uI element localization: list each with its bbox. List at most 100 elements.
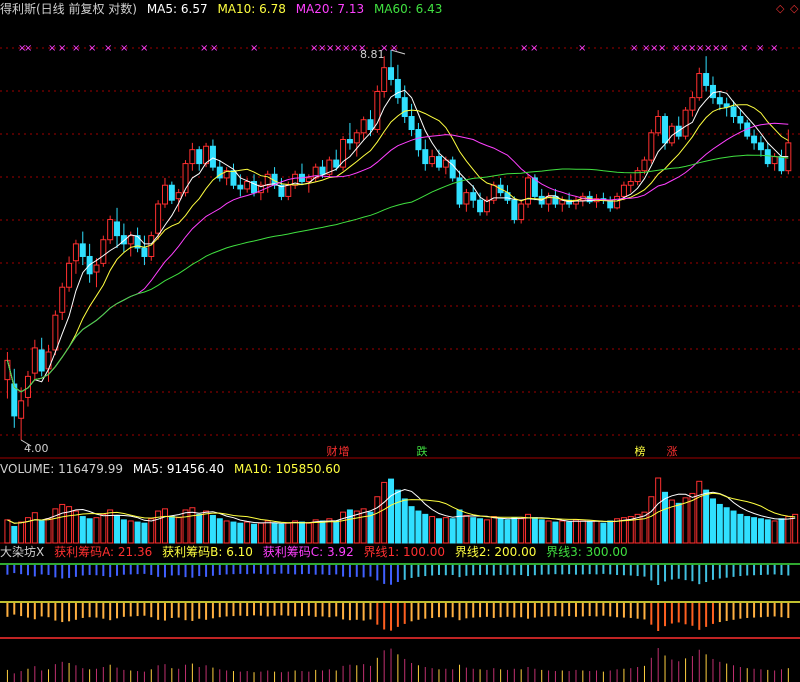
candle-body [203,145,210,165]
signal-marker: × [712,43,720,54]
volume-bar [4,519,11,544]
candle-body [477,199,484,213]
volume-bar [72,510,79,544]
signal-marker: × [680,43,688,54]
volume-bar [312,519,319,544]
candle-body [31,347,38,374]
candle-body [552,195,559,205]
volume-bar [408,506,415,544]
signal-marker: × [210,43,218,54]
diamond-icon[interactable]: ◇ [776,2,785,15]
line2-label: 界线2: 200.00 [454,545,537,559]
volume-bar [388,478,395,544]
candle-body [134,235,141,249]
volume-bar [66,506,73,544]
volume-bar [668,499,675,544]
candle-body [422,149,429,165]
volume-bar [367,511,374,544]
event-badge[interactable]: 财 [326,445,338,458]
volume-bar [559,520,566,544]
candle-body [155,203,162,234]
volume-bar [209,514,216,544]
event-badge[interactable]: 榜 [634,445,646,458]
ma-line [6,89,789,393]
volume-bar [107,509,114,544]
candle-body [326,159,333,175]
volume-bar [778,518,785,544]
signal-marker: × [720,43,728,54]
volume-bar [675,502,682,544]
signal-marker: × [358,43,366,54]
volume-bar [709,498,716,544]
volume-bar [223,520,230,544]
volume-bar [525,513,532,544]
volume-bar [114,514,121,544]
candle-body [353,132,360,144]
volume-bar [374,496,381,544]
volume-ma-line [7,492,796,524]
candle-body [251,181,258,194]
candle-body [230,170,237,186]
candle-body [45,351,52,370]
ma-line [6,154,789,393]
volume-bar [148,518,155,544]
volume-bar [120,519,127,544]
signal-marker: × [104,43,112,54]
low-marker [20,439,32,447]
volume-bar [285,522,292,544]
high-marker [390,49,406,55]
signal-marker: × [642,43,650,54]
event-badge[interactable]: 涨 [666,445,678,458]
volume-bar [340,511,347,544]
candle-body [518,203,525,221]
signal-marker: × [578,43,586,54]
volume-bar [545,520,552,544]
volume-bar [86,518,93,544]
candle-body [655,116,662,134]
event-badge[interactable]: 跌 [416,445,428,458]
candle-body [168,184,175,201]
stock-name: 得利斯(日线 前复权 对数) [0,2,137,16]
candle-body [340,138,347,168]
signal-marker: × [120,43,128,54]
diamond-icon[interactable]: ◇ [790,2,799,15]
volume-bar [566,521,573,544]
volume-bar [751,517,758,544]
volume-ma5-label: MA5: 91456.40 [132,462,225,476]
volume-bar [442,517,449,544]
candle-body [703,73,710,86]
candle-body [52,314,59,351]
event-badge[interactable]: 增 [338,445,350,458]
signal-marker: × [650,43,658,54]
candle-body [696,73,703,99]
signal-marker: × [740,43,748,54]
candle-body [456,177,463,205]
volume-bar [456,509,463,544]
signal-marker: × [672,43,680,54]
candle-body [319,166,326,175]
volume-bar [737,513,744,544]
volume-bar [785,516,792,544]
candle-body [4,359,11,381]
signal-marker: × [630,43,638,54]
signal-marker: × [530,43,538,54]
volume-bar [59,503,66,544]
candle-body [435,156,442,168]
candle-body [778,156,785,172]
volume-bar [237,522,244,544]
candle-body [634,170,641,183]
signal-marker: × [48,43,56,54]
signal-marker: × [140,43,148,54]
volume-bar [305,522,312,544]
volume-bar [607,520,614,544]
candle-body [415,129,422,151]
volume-bar [620,517,627,544]
volume-label: VOLUME: 116479.99 [0,462,123,476]
indicator-b-label: 获利筹码B: 6.10 [162,545,253,559]
candle-body [305,177,312,183]
signal-marker: × [770,43,778,54]
volume-bar [161,508,168,544]
volume-bar [257,522,264,544]
volume-bar [196,513,203,544]
indicator-c-label: 获利筹码C: 3.92 [262,545,354,559]
